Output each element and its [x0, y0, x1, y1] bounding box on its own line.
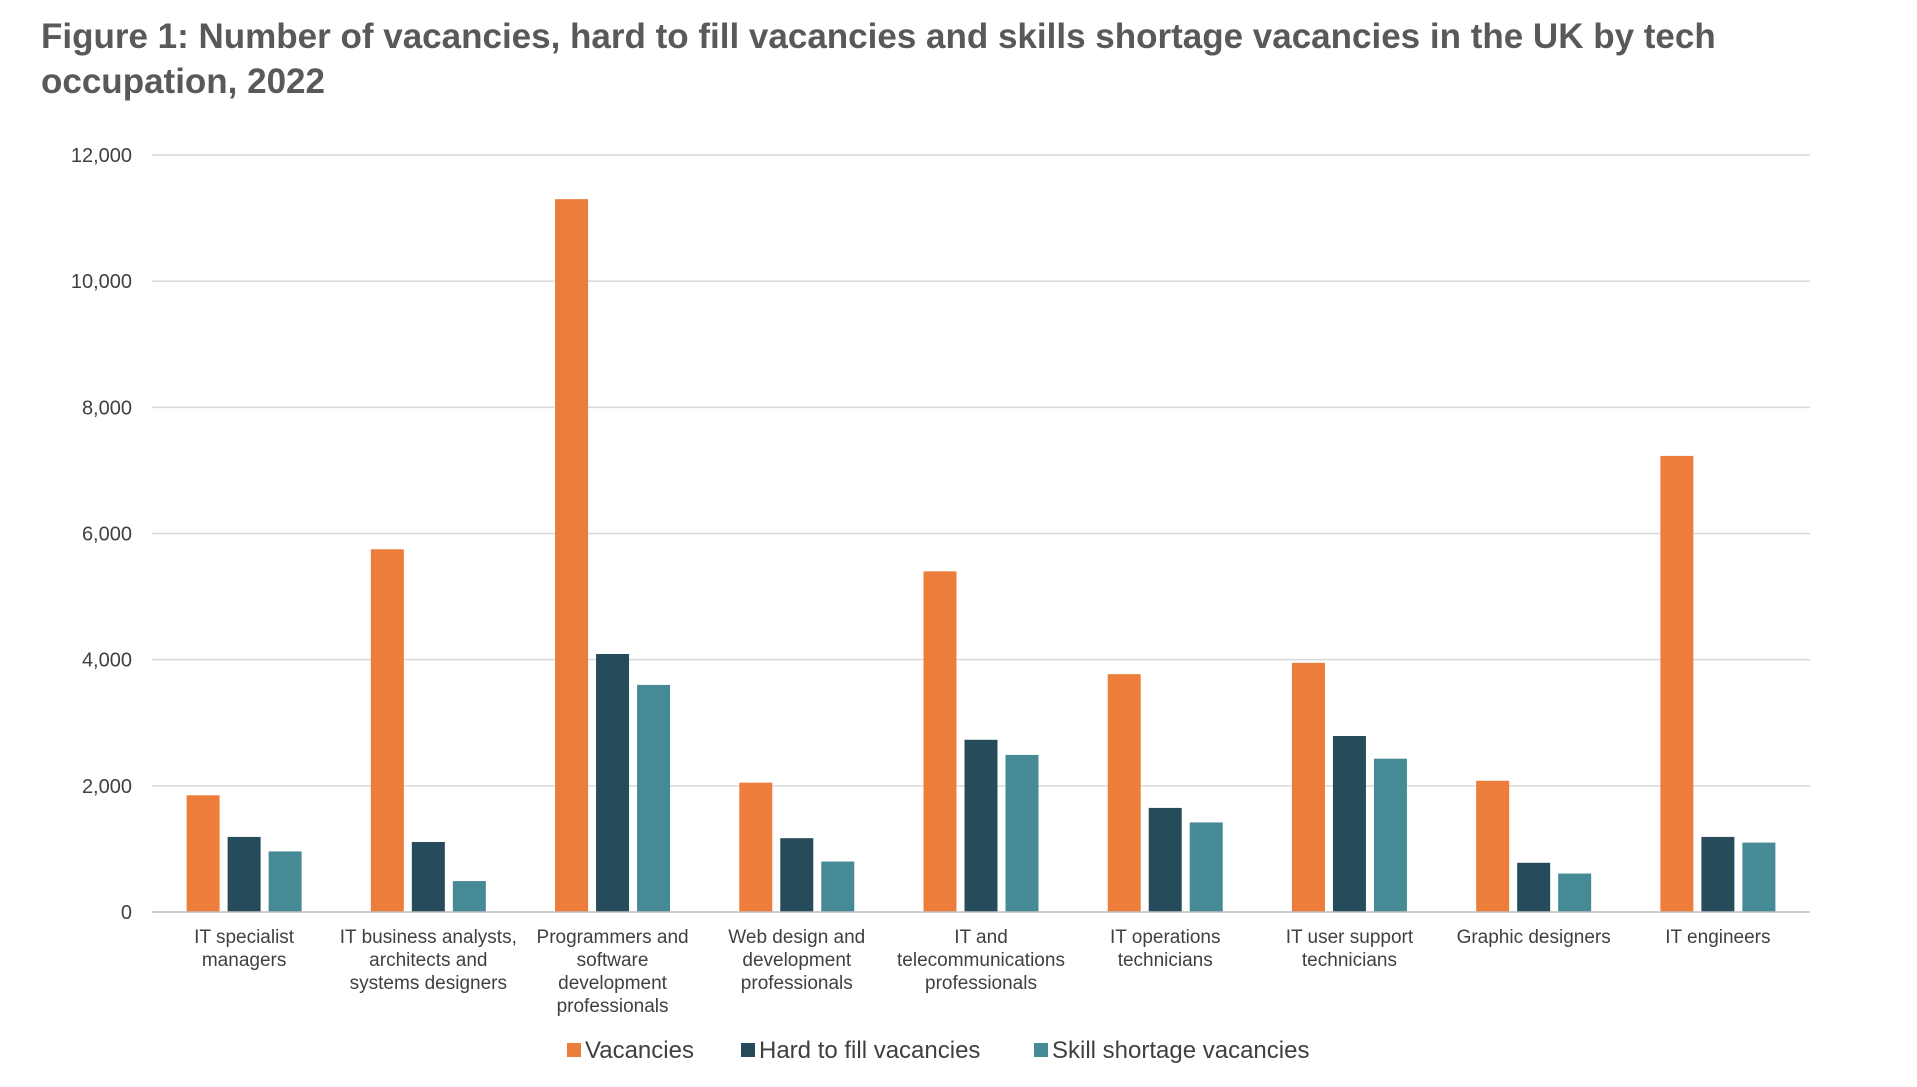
x-category-label: IT operations technicians [1110, 927, 1221, 971]
bar-vacancies [186, 795, 220, 912]
x-category-label: Graphic designers [1457, 927, 1611, 948]
bar-vacancies [923, 571, 957, 912]
y-tick-label: 4,000 [82, 650, 132, 672]
bar-hard-to-fill-vacancies [1517, 862, 1551, 912]
x-category-label: IT specialist managers [194, 927, 295, 971]
bar-hard-to-fill-vacancies [1332, 735, 1366, 912]
y-tick-label: 0 [121, 902, 132, 924]
bar-vacancies [1291, 662, 1325, 912]
x-category-label: IT engineers [1665, 927, 1770, 948]
y-tick-label: 8,000 [82, 397, 132, 419]
x-category-label: IT and telecommunications professionals [897, 927, 1065, 994]
x-axis-category-labels: IT specialist managers IT business analyst… [194, 927, 1770, 1017]
bar-vacancies [1107, 674, 1141, 912]
legend-swatch [567, 1043, 581, 1057]
legend-label: Skill shortage vacancies [1052, 1037, 1309, 1064]
legend: Vacancies Hard to fill vacancies Skill sho… [567, 1037, 1309, 1064]
y-tick-label: 6,000 [82, 524, 132, 546]
bar-hard-to-fill-vacancies [780, 838, 814, 912]
x-category-label: Programmers and software development profes… [537, 927, 689, 1017]
bar-skill-shortage-vacancies [821, 861, 855, 912]
legend-swatch [741, 1043, 755, 1057]
y-tick-label: 10,000 [71, 271, 132, 293]
bar-hard-to-fill-vacancies [964, 739, 998, 912]
bar-vacancies [739, 782, 773, 912]
bar-skill-shortage-vacancies [1373, 758, 1407, 912]
x-category-label: IT user support technicians [1286, 927, 1414, 971]
legend-label: Hard to fill vacancies [759, 1037, 980, 1064]
bar-hard-to-fill-vacancies [1148, 807, 1182, 912]
bars [186, 199, 1776, 913]
bar-skill-shortage-vacancies [1189, 822, 1223, 912]
x-category-label: Web design and development professionals [728, 927, 865, 994]
legend-label: Vacancies [585, 1037, 694, 1064]
bar-hard-to-fill-vacancies [411, 841, 445, 912]
y-tick-label: 2,000 [82, 776, 132, 798]
bar-hard-to-fill-vacancies [1701, 836, 1735, 912]
bar-skill-shortage-vacancies [268, 851, 302, 912]
chart-title: Figure 1: Number of vacancies, hard to f… [41, 17, 1716, 101]
bar-hard-to-fill-vacancies [227, 836, 261, 912]
bar-skill-shortage-vacancies [1742, 842, 1776, 912]
bar-vacancies [1660, 455, 1694, 912]
bar-vacancies [370, 549, 404, 912]
legend-swatch [1034, 1043, 1048, 1057]
bar-skill-shortage-vacancies [1558, 873, 1592, 912]
bar-vacancies [1476, 780, 1510, 912]
y-axis-tick-labels: 0 2,000 4,000 6,000 8,000 10,000 12,000 [71, 145, 132, 924]
x-category-label: IT business analysts, architects and syste… [340, 927, 517, 994]
bar-skill-shortage-vacancies [452, 881, 486, 912]
bar-skill-shortage-vacancies [637, 684, 671, 912]
bar-vacancies [555, 199, 589, 913]
bar-hard-to-fill-vacancies [596, 653, 630, 912]
y-tick-label: 12,000 [71, 145, 132, 167]
bar-skill-shortage-vacancies [1005, 754, 1039, 912]
